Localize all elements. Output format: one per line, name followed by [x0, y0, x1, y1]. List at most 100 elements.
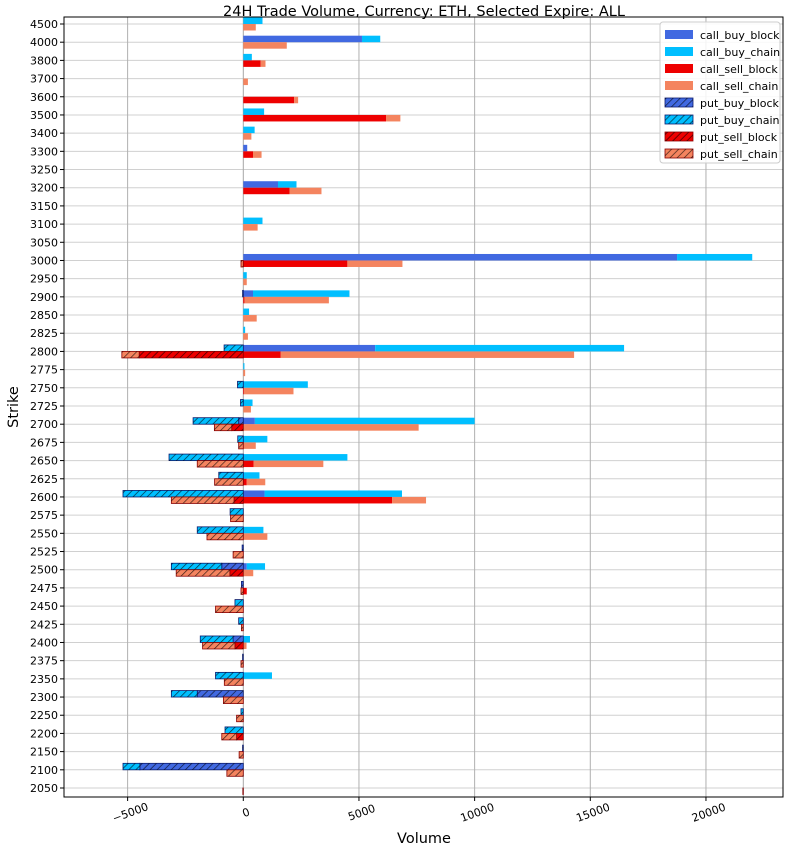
- bar-call_sell_chain: [243, 78, 248, 86]
- bar-call_sell_chain: [246, 478, 266, 486]
- legend-label: call_buy_block: [700, 29, 780, 42]
- bar-hatch-put_sell_chain: [233, 551, 244, 559]
- bar-call_sell_chain: [253, 460, 324, 468]
- y-tick-label: 2800: [30, 345, 58, 358]
- bar-call_buy_chain: [243, 326, 246, 334]
- legend-box: [659, 21, 781, 164]
- legend-label: put_sell_chain: [700, 148, 778, 161]
- bar-hatch-put_buy_chain: [171, 563, 222, 570]
- bar-call_buy_chain: [243, 217, 263, 225]
- legend-swatch-hatch: [665, 98, 693, 107]
- bar-call_sell_chain: [244, 296, 329, 304]
- bar-hatch-put_buy_chain: [234, 599, 244, 607]
- bar-hatch-put_buy_block: [139, 763, 244, 770]
- bar-hatch-put_buy_chain: [197, 526, 244, 534]
- bar-call_sell_block: [243, 496, 393, 504]
- bar-hatch-put_buy_chain: [193, 417, 239, 425]
- bar-call_sell_chain: [392, 496, 427, 504]
- y-tick-label: 3150: [30, 200, 58, 213]
- y-tick-label: 2700: [30, 418, 58, 431]
- x-tick-label: 5000: [346, 802, 377, 824]
- bar-hatch-put_buy_chain: [215, 672, 244, 679]
- bar-call_sell_block: [243, 478, 247, 486]
- y-tick-label: 2425: [30, 618, 58, 631]
- x-tick-label: 10000: [459, 801, 496, 825]
- y-tick-label: 2850: [30, 309, 58, 322]
- legend-swatch-call_sell_chain: [665, 81, 693, 90]
- bar-call_sell_block: [243, 460, 254, 468]
- y-tick-label: 2200: [30, 727, 58, 740]
- y-tick-label: 3250: [30, 164, 58, 177]
- bar-call_sell_block: [243, 351, 281, 358]
- y-tick-label: 2650: [30, 455, 58, 468]
- bar-hatch-put_sell_chain: [176, 569, 230, 577]
- x-tick-label: −5000: [111, 800, 150, 825]
- bar-call_buy_chain: [253, 290, 350, 297]
- bar-call_sell_chain: [243, 278, 247, 286]
- y-tick-label: 3300: [30, 145, 58, 158]
- bar-call_buy_chain: [375, 344, 625, 352]
- bar-call_buy_chain: [254, 417, 475, 425]
- y-tick-label: 2750: [30, 382, 58, 395]
- bar-hatch-put_sell_block: [139, 351, 244, 358]
- y-tick-label: 3800: [30, 54, 58, 67]
- bar-hatch-put_sell_block: [234, 496, 244, 504]
- x-tick-label: 0: [241, 805, 252, 820]
- bar-call_buy_chain: [243, 526, 264, 534]
- bar-call_buy_chain: [677, 253, 753, 261]
- bar-call_sell_chain: [243, 24, 256, 31]
- bar-hatch-put_buy_chain: [225, 726, 244, 734]
- bar-call_buy_block: [243, 344, 376, 352]
- y-tick-label: 2600: [30, 491, 58, 504]
- bar-call_buy_chain: [243, 381, 308, 388]
- bar-hatch-put_sell_chain: [241, 624, 244, 631]
- bar-hatch-put_sell_chain: [240, 587, 244, 595]
- legend-label: call_sell_block: [700, 63, 778, 76]
- y-tick-label: 3050: [30, 236, 58, 249]
- y-tick-label: 2775: [30, 364, 58, 377]
- bar-hatch-put_sell_chain: [226, 769, 244, 777]
- bar-call_buy_chain: [246, 563, 266, 570]
- y-tick-label: 2825: [30, 327, 58, 340]
- y-tick-label: 2525: [30, 546, 58, 559]
- y-tick-label: 2400: [30, 636, 58, 649]
- bar-hatch-put_buy_block: [242, 290, 244, 297]
- bar-call_sell_chain: [243, 42, 287, 49]
- legend-label: put_sell_block: [700, 131, 778, 144]
- y-tick-label: 2625: [30, 473, 58, 486]
- chart-title: 24H Trade Volume, Currency: ETH, Selecte…: [223, 4, 625, 20]
- y-tick-label: 2950: [30, 273, 58, 286]
- bar-call_sell_block: [243, 60, 261, 67]
- y-tick-label: 3100: [30, 218, 58, 231]
- bar-call_buy_block: [243, 253, 678, 261]
- legend-swatch-call_buy_chain: [665, 47, 693, 56]
- bar-hatch-put_buy_block: [242, 545, 244, 552]
- bar-call_buy_chain: [361, 35, 381, 43]
- bar-call_sell_block: [243, 260, 348, 267]
- bar-hatch-put_sell_chain: [197, 460, 244, 468]
- y-tick-label: 2100: [30, 764, 58, 777]
- y-tick-label: 2150: [30, 746, 58, 759]
- bar-call_buy_chain: [243, 308, 250, 316]
- y-tick-label: 3200: [30, 182, 58, 195]
- bar-call_sell_block: [243, 296, 245, 304]
- y-tick-label: 2725: [30, 400, 58, 413]
- y-tick-label: 2250: [30, 709, 58, 722]
- legend-swatch-hatch: [665, 132, 693, 141]
- y-tick-label: 3700: [30, 73, 58, 86]
- y-tick-label: 2475: [30, 582, 58, 595]
- bar-call_buy_chain: [243, 17, 263, 24]
- bar-call_sell_chain: [386, 114, 401, 122]
- bar-call_sell_chain: [243, 333, 248, 340]
- legend-label: put_buy_block: [700, 97, 780, 110]
- legend-swatch-call_buy_block: [665, 30, 693, 39]
- bar-hatch-put_buy_block: [197, 690, 244, 698]
- x-axis-label: Volume: [397, 831, 451, 847]
- bar-hatch-put_buy_block: [221, 563, 244, 570]
- bar-call_buy_chain: [264, 490, 402, 497]
- bar-hatch-put_buy_block: [242, 654, 244, 661]
- legend-label: call_sell_chain: [700, 80, 778, 93]
- bar-call_sell_chain: [243, 424, 419, 431]
- bar-call_sell_block: [243, 96, 295, 104]
